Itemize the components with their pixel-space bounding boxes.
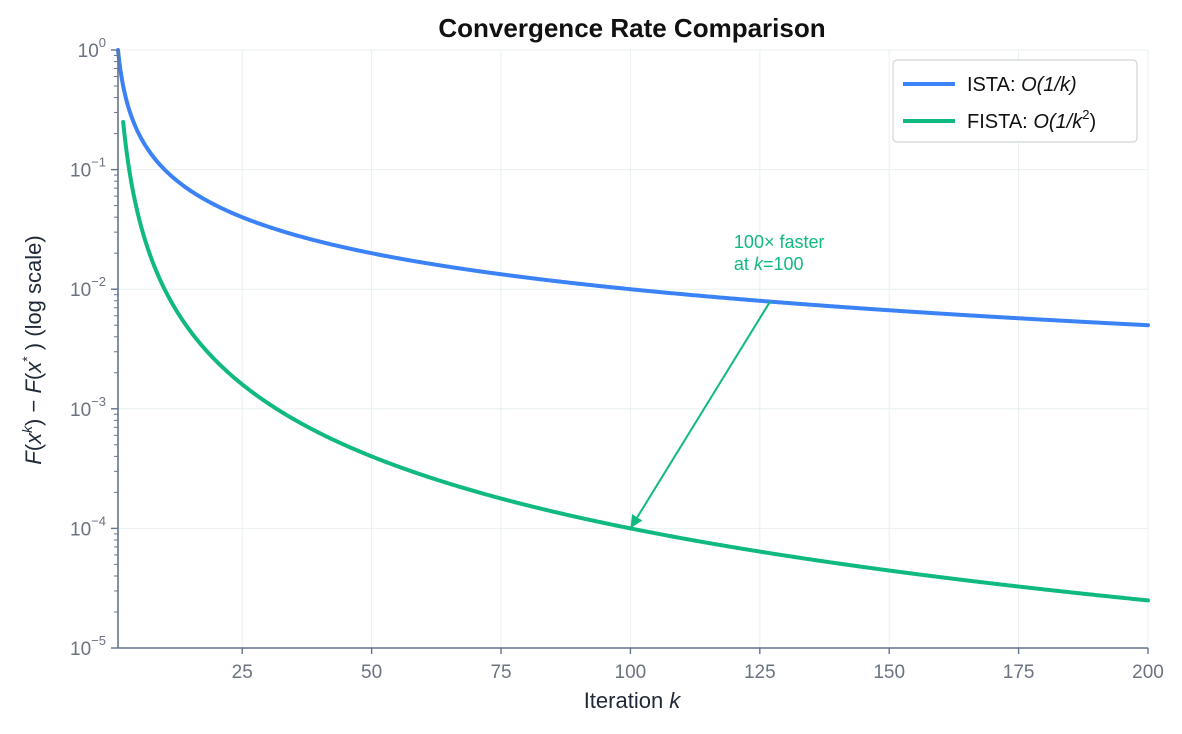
series-line-ista — [116, 48, 1150, 328]
legend: ISTA: O(1/k) FISTA: O(1/k2) — [892, 59, 1138, 143]
annotation-line2-prefix: at — [734, 254, 754, 274]
x-tick-label: 100 — [615, 662, 647, 683]
legend-label-fista-sup: 2 — [1082, 107, 1089, 122]
annotation-text: 100× faster at k=100 — [734, 232, 830, 274]
annotation-arrow — [636, 300, 772, 518]
y-minor-ticks — [114, 54, 118, 613]
y-tick-label: 10−2 — [70, 274, 106, 301]
y-tick-label: 10−1 — [70, 155, 106, 182]
series-line-fista — [121, 120, 1150, 603]
legend-label-ista-rate: O(1/k) — [1021, 74, 1077, 96]
x-tick-label: 175 — [1003, 662, 1035, 683]
annotation: 100× faster at k=100 — [630, 232, 830, 529]
legend-label-ista: ISTA: O(1/k) — [967, 74, 1077, 96]
annotation-arrow-head — [630, 514, 643, 529]
annotation-line2: at k=100 — [734, 254, 804, 274]
series-lines — [116, 48, 1150, 603]
x-tick-label: 50 — [361, 662, 382, 683]
legend-label-fista-rate: O(1/k — [1033, 111, 1083, 133]
x-axis-title: Iteration k — [584, 688, 682, 713]
legend-label-fista: FISTA: O(1/k2) — [967, 107, 1096, 133]
legend-label-ista-prefix: ISTA: — [967, 74, 1021, 96]
y-axis-title: F(xk) − F(x* ) (log scale) — [19, 235, 46, 464]
x-tick-label: 150 — [873, 662, 905, 683]
x-axis-title-var: k — [669, 688, 681, 713]
x-tick-label: 125 — [744, 662, 776, 683]
legend-label-fista-close: ) — [1089, 111, 1096, 133]
y-tick-label: 10−3 — [70, 394, 106, 421]
y-tick-label: 10−5 — [70, 633, 106, 660]
x-axis-title-text: Iteration — [584, 688, 670, 713]
annotation-line2-var: k — [754, 254, 764, 274]
x-tick-label: 75 — [490, 662, 511, 683]
x-tick-label: 200 — [1132, 662, 1164, 683]
x-tick-labels: 25 50 75 100 125 150 175 200 — [232, 648, 1164, 683]
y-tick-label: 10−4 — [70, 513, 106, 540]
axes: 25 50 75 100 125 150 175 200 100 10−1 10−2 10−3 10−… — [70, 35, 1164, 683]
x-tick-label: 25 — [232, 662, 253, 683]
y-tick-label: 100 — [78, 35, 106, 62]
chart-title: Convergence Rate Comparison — [438, 13, 825, 43]
y-tick-labels: 100 10−1 10−2 10−3 10−4 10−5 — [70, 35, 118, 660]
legend-label-fista-prefix: FISTA: — [967, 111, 1033, 133]
annotation-line2-suffix: =100 — [763, 254, 804, 274]
annotation-line1: 100× faster — [734, 232, 825, 252]
